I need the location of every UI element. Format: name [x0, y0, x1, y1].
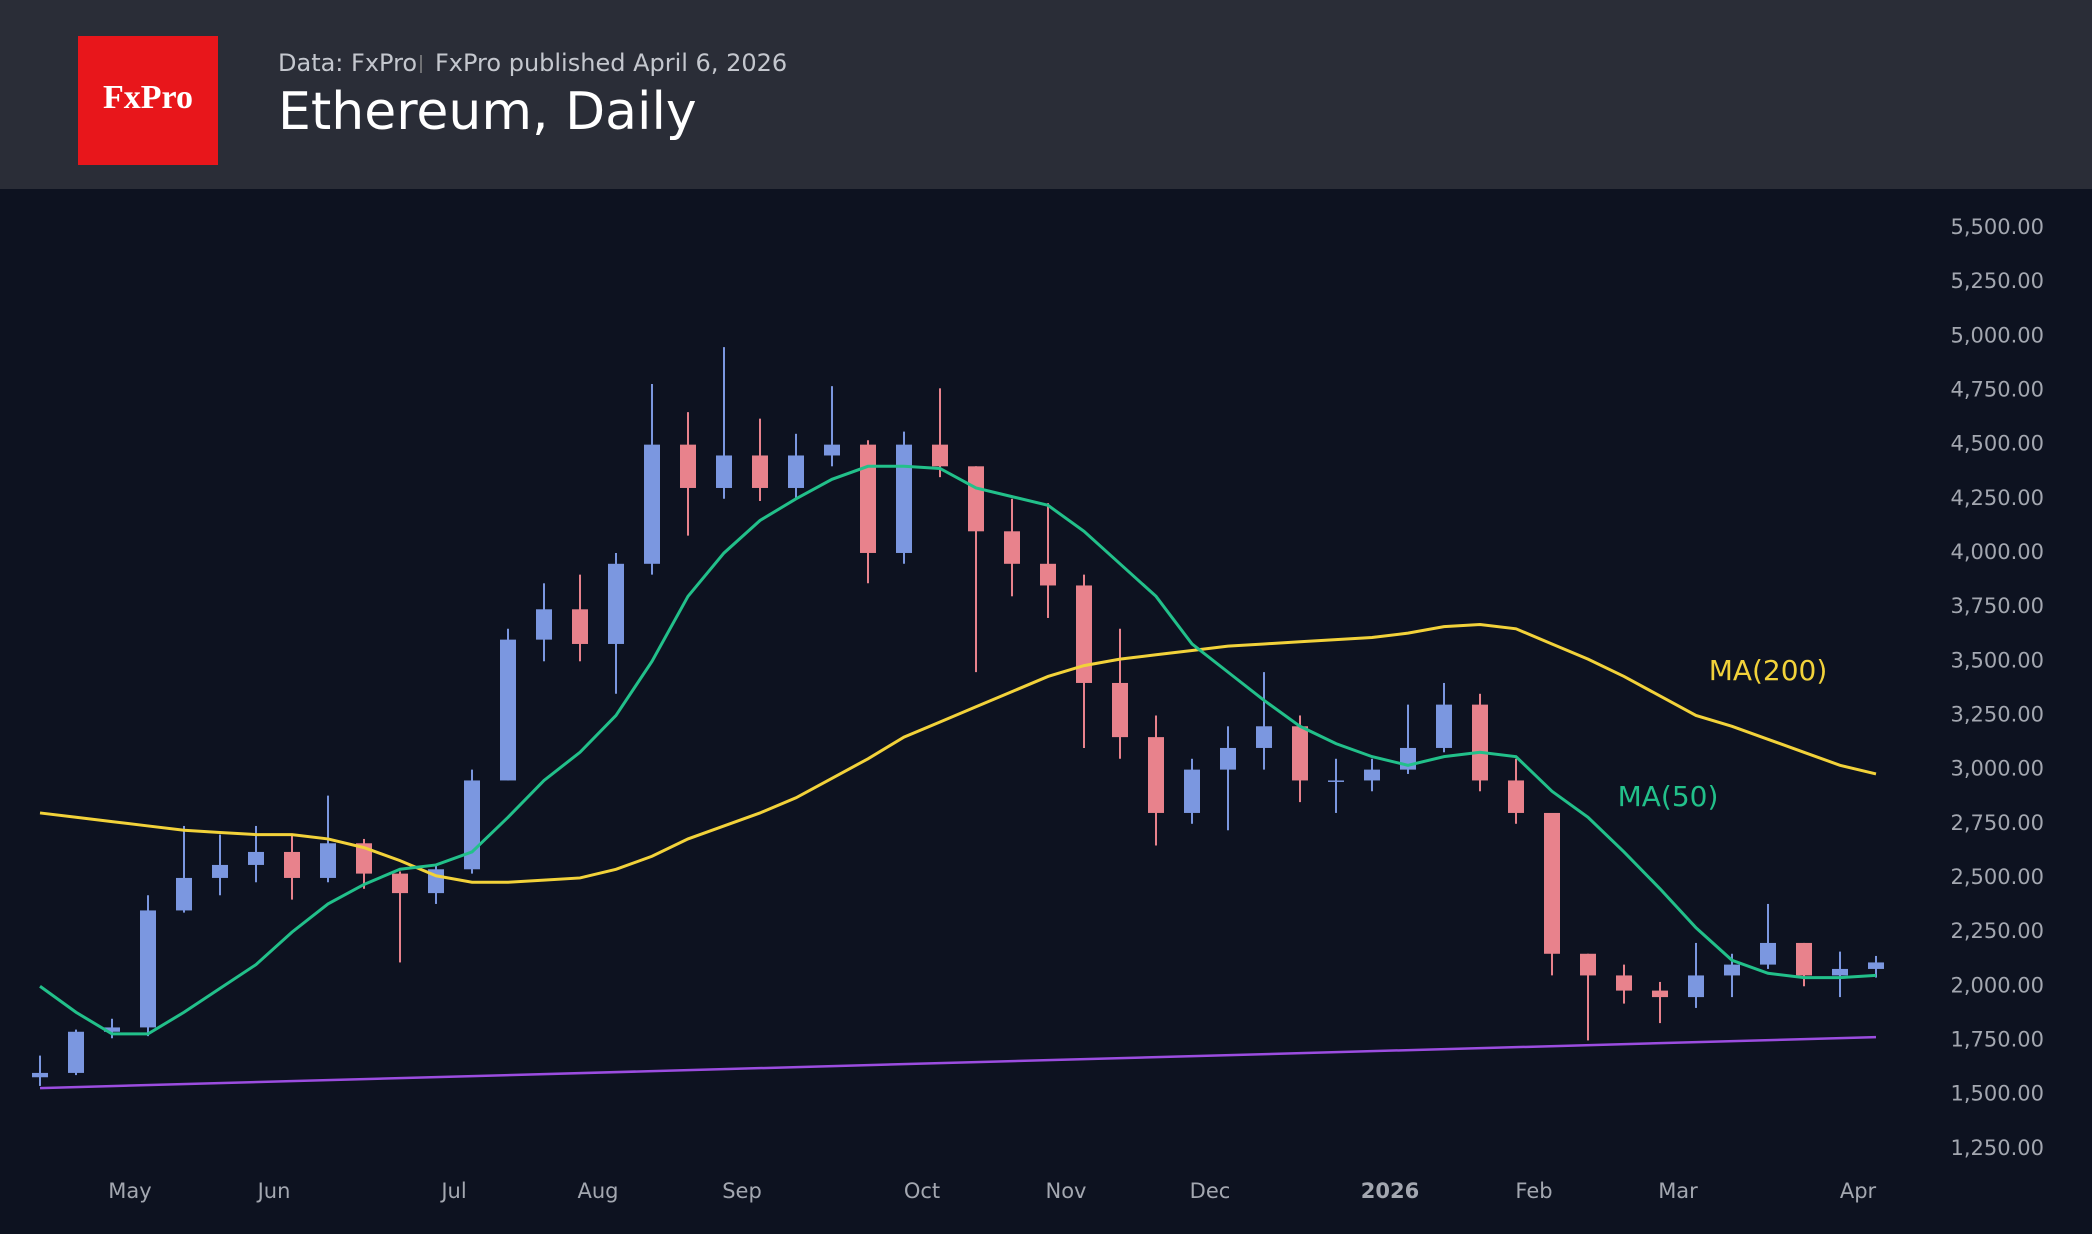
candle-body [1076, 585, 1092, 683]
candle-body [1760, 942, 1776, 965]
candle-body [608, 563, 624, 644]
y-tick-label: 3,500.00 [1950, 648, 2044, 672]
candle-body [644, 444, 660, 564]
y-tick-label: 4,250.00 [1950, 486, 2044, 510]
candle-body [860, 444, 876, 553]
x-tick-label: Aug [577, 1179, 618, 1203]
y-tick-label: 3,750.00 [1950, 594, 2044, 618]
candle-body [68, 1031, 84, 1073]
candle-body [680, 444, 696, 488]
candle-body [356, 843, 372, 874]
x-tick-label: May [108, 1179, 151, 1203]
candle-body [752, 455, 768, 488]
y-tick-label: 2,750.00 [1950, 811, 2044, 835]
support-line [39, 1035, 1877, 1090]
candle-body [1184, 769, 1200, 813]
candle-body [1148, 737, 1164, 813]
y-tick-label: 1,750.00 [1950, 1027, 2044, 1051]
x-tick-label: Jul [439, 1179, 466, 1203]
ma-label: MA(200) [1709, 654, 1828, 687]
candle-body [968, 466, 984, 532]
candle-body [932, 444, 948, 467]
candle-body [572, 609, 588, 644]
candle-body [1832, 968, 1848, 976]
candle-body [1544, 812, 1560, 954]
candle-body [1796, 942, 1812, 976]
ma-label: MA(50) [1618, 780, 1719, 813]
candle-body [212, 864, 228, 878]
x-tick-label: Mar [1658, 1179, 1698, 1203]
x-tick-label: 2026 [1361, 1179, 1419, 1203]
x-tick-label: Jun [256, 1179, 291, 1203]
published: FxPro published April 6, 2026 [435, 49, 787, 77]
y-tick-label: 2,500.00 [1950, 865, 2044, 889]
logo-text: FxPro [103, 79, 193, 116]
x-tick-label: Oct [904, 1179, 940, 1203]
candle-body [104, 1027, 120, 1032]
candle-body [1328, 780, 1344, 782]
candle-body [824, 444, 840, 456]
candle-body [1292, 726, 1308, 781]
candle-body [1652, 990, 1668, 998]
y-tick-label: 4,500.00 [1950, 432, 2044, 456]
y-tick-label: 5,500.00 [1950, 215, 2044, 239]
candle-body [176, 877, 192, 911]
candle-body [1472, 704, 1488, 781]
y-tick-label: 1,500.00 [1950, 1082, 2044, 1106]
y-tick-label: 3,250.00 [1950, 702, 2044, 726]
y-tick-label: 1,250.00 [1950, 1136, 2044, 1160]
logo [78, 36, 218, 165]
candle-body [1580, 953, 1596, 976]
y-tick-label: 2,250.00 [1950, 919, 2044, 943]
y-tick-label: 2,000.00 [1950, 973, 2044, 997]
x-tick-label: Sep [722, 1179, 762, 1203]
candle-body [1112, 682, 1128, 738]
candle-body [464, 780, 480, 870]
candle-body [716, 455, 732, 488]
y-tick-label: 5,250.00 [1950, 269, 2044, 293]
candle-body [788, 455, 804, 488]
candle-body [320, 843, 336, 878]
candle-body [32, 1072, 48, 1078]
x-tick-label: Feb [1515, 1179, 1552, 1203]
y-tick-label: 5,000.00 [1950, 323, 2044, 347]
candle-body [1364, 769, 1380, 781]
candle-body [1220, 747, 1236, 770]
candle-body [1508, 780, 1524, 813]
candle-body [392, 873, 408, 894]
x-tick-label: Nov [1046, 1179, 1087, 1203]
candle-body [500, 639, 516, 781]
candle-body [284, 851, 300, 878]
candle-body [1004, 531, 1020, 564]
y-tick-label: 4,750.00 [1950, 377, 2044, 401]
ma-line [39, 464, 1877, 1036]
x-tick-label: Apr [1840, 1179, 1877, 1203]
candle-body [248, 851, 264, 865]
candle-body [1868, 962, 1884, 969]
candle-body [896, 444, 912, 553]
candle-body [536, 609, 552, 640]
candle-body [1256, 726, 1272, 748]
x-tick-label: Dec [1190, 1179, 1231, 1203]
header-bar [0, 0, 2092, 189]
candle-body [1436, 704, 1452, 748]
ma-line [39, 622, 1877, 884]
candle-body [140, 910, 156, 1028]
y-tick-label: 4,000.00 [1950, 540, 2044, 564]
candle-body [1616, 975, 1632, 991]
source: Data: FxPro [278, 49, 417, 77]
candle-body [1040, 563, 1056, 586]
y-tick-label: 3,000.00 [1950, 757, 2044, 781]
candle-body [1688, 975, 1704, 998]
candle-body [1724, 964, 1740, 976]
title: Ethereum, Daily [278, 82, 697, 142]
